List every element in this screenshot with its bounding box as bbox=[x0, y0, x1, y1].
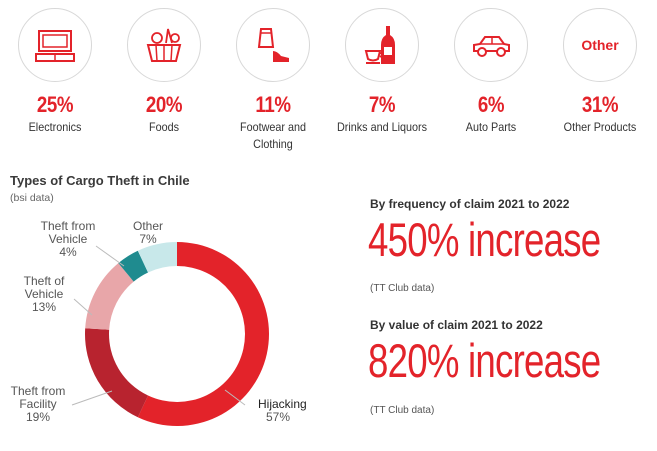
leader-line-theft-from-facility bbox=[71, 390, 113, 406]
category-pct: 20% bbox=[145, 92, 183, 117]
slice-theft-of-vehicle bbox=[85, 263, 134, 330]
category-pct: 25% bbox=[36, 92, 74, 117]
category-auto-parts: 6% Auto Parts bbox=[436, 8, 546, 136]
category-electronics: 25% Electronics bbox=[0, 8, 110, 136]
other-icon-text: Other bbox=[581, 37, 619, 53]
slice-theft-from-facility bbox=[85, 328, 149, 418]
category-label: Electronics bbox=[28, 120, 82, 134]
category-label: Foods bbox=[148, 120, 180, 134]
category-drinks: 7% Drinks and Liquors bbox=[327, 8, 437, 136]
slice-label-theft-from-facility: Theft from Facility 19% bbox=[11, 384, 66, 424]
car-icon bbox=[454, 8, 528, 82]
stat-value-frequency: 450% increase bbox=[368, 213, 601, 266]
other-icon: Other bbox=[563, 8, 637, 82]
slice-hijacking bbox=[137, 242, 269, 426]
drinks-icon bbox=[345, 8, 419, 82]
category-label: Drinks and Liquors bbox=[336, 120, 428, 134]
slice-label-theft-of-vehicle: Theft of Vehicle 13% bbox=[24, 274, 65, 314]
category-other: Other 31% Other Products bbox=[545, 8, 655, 136]
stat-source-frequency: (TT Club data) bbox=[370, 283, 435, 294]
category-label: Other Products bbox=[563, 120, 637, 134]
donut-chart: Hijacking 57% Theft from Facility 19% Theft o… bbox=[11, 219, 307, 426]
category-label: Footwear and Clothing bbox=[239, 120, 307, 151]
category-foods: 20% Foods bbox=[109, 8, 219, 136]
clothing-icon bbox=[236, 8, 310, 82]
slice-label-other: Other 7% bbox=[133, 219, 163, 246]
stat-heading-frequency: By frequency of claim 2021 to 2022 bbox=[370, 197, 570, 211]
category-pct: 31% bbox=[581, 92, 619, 117]
food-basket-icon bbox=[127, 8, 201, 82]
category-pct: 6% bbox=[477, 92, 505, 117]
leader-line-theft-from-vehicle bbox=[95, 245, 125, 267]
stat-heading-value: By value of claim 2021 to 2022 bbox=[370, 318, 543, 332]
stat-source-value: (TT Club data) bbox=[370, 405, 435, 416]
chart-subtitle: (bsi data) bbox=[10, 192, 54, 204]
category-pct: 11% bbox=[255, 92, 291, 117]
slice-label-hijacking: Hijacking 57% bbox=[258, 397, 307, 424]
category-footwear: 11% Footwear and Clothing bbox=[218, 8, 328, 153]
category-pct: 7% bbox=[368, 92, 396, 117]
chart-title: Types of Cargo Theft in Chile bbox=[10, 173, 190, 188]
slice-other bbox=[137, 242, 177, 273]
category-label: Auto Parts bbox=[465, 120, 517, 134]
stat-value-value: 820% increase bbox=[368, 334, 601, 387]
slice-label-theft-from-vehicle: Theft from Vehicle 4% bbox=[41, 219, 96, 259]
leader-line-hijacking bbox=[224, 389, 246, 406]
leader-line-theft-of-vehicle bbox=[73, 298, 93, 316]
category-row: 25% Electronics 20% Foods 11% bbox=[0, 0, 657, 160]
slice-theft-from-vehicle bbox=[118, 250, 149, 282]
tv-icon bbox=[18, 8, 92, 82]
